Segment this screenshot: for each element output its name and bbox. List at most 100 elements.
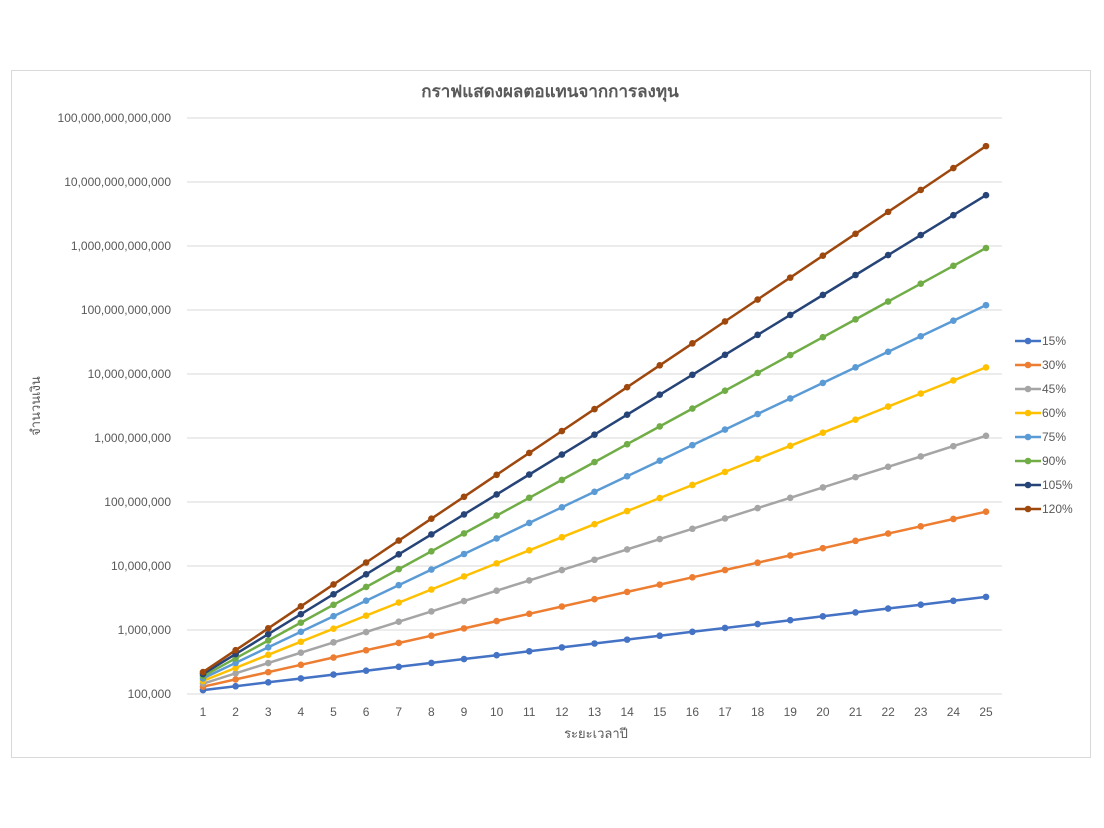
data-point	[199, 668, 207, 676]
data-point	[558, 644, 566, 651]
data-point	[982, 364, 990, 371]
x-axis-label: ระยะเวลาปี	[564, 726, 628, 741]
data-point	[460, 493, 468, 501]
series-30pct	[199, 508, 990, 691]
legend-label: 75%	[1042, 430, 1066, 444]
data-point	[917, 522, 925, 530]
data-point	[330, 671, 337, 678]
data-point	[591, 595, 598, 603]
data-point	[493, 587, 500, 595]
data-point	[754, 455, 761, 463]
data-point	[884, 348, 892, 356]
x-tick-label: 17	[718, 705, 732, 719]
x-tick-label: 7	[395, 705, 402, 719]
series-75pct	[199, 301, 990, 682]
data-point	[558, 603, 566, 610]
legend-item: 60%	[1015, 406, 1066, 420]
data-point	[689, 628, 696, 636]
data-point	[591, 488, 598, 496]
legend-item: 90%	[1015, 454, 1066, 468]
data-point	[623, 411, 631, 418]
data-point	[852, 473, 859, 481]
data-point	[297, 619, 305, 626]
data-point	[917, 186, 925, 194]
data-point	[460, 511, 468, 518]
data-point	[884, 403, 892, 410]
data-point	[689, 574, 696, 581]
y-tick-label: 1,000,000	[118, 623, 172, 637]
x-tick-label: 10	[490, 705, 504, 719]
data-point	[330, 581, 337, 588]
data-point	[330, 601, 337, 609]
data-point	[297, 638, 305, 646]
data-point	[819, 379, 827, 387]
legend-label: 90%	[1042, 454, 1066, 468]
data-point	[264, 644, 272, 651]
data-point	[264, 624, 272, 632]
data-point	[591, 458, 598, 466]
data-point	[525, 546, 533, 554]
x-tick-label: 19	[784, 705, 798, 719]
x-axis-ticks: 1 2 3 4 5 6 7 8 9 10 11 12 13 14 15 16 17 18 19 20 21 22 23 24 2…	[200, 705, 993, 719]
data-point	[558, 504, 566, 511]
data-point	[460, 530, 468, 537]
data-point	[558, 476, 566, 484]
y-tick-label: 100,000,000	[104, 495, 171, 509]
data-point	[982, 508, 990, 515]
data-point	[395, 565, 403, 573]
data-point	[786, 311, 794, 319]
x-tick-label: 14	[620, 705, 634, 719]
legend-item: 30%	[1015, 358, 1066, 372]
data-point	[493, 617, 500, 625]
data-point	[623, 546, 631, 553]
data-point	[362, 597, 370, 604]
data-point	[232, 682, 239, 690]
data-point	[395, 581, 403, 589]
series-120pct	[199, 142, 990, 676]
data-point	[884, 463, 892, 471]
data-point	[786, 351, 794, 359]
data-point	[297, 649, 305, 656]
data-point	[264, 637, 272, 644]
data-point	[525, 610, 533, 618]
data-point	[656, 423, 664, 430]
gridlines	[187, 117, 1002, 695]
data-point	[493, 535, 500, 542]
data-point	[852, 230, 859, 238]
data-point	[852, 416, 859, 423]
data-point	[884, 298, 892, 305]
data-point	[982, 301, 990, 309]
x-tick-label: 16	[686, 705, 700, 719]
data-point	[395, 639, 403, 647]
data-point	[558, 427, 566, 435]
data-point	[884, 605, 892, 612]
x-tick-label: 21	[849, 705, 863, 719]
data-point	[721, 387, 729, 395]
data-point	[852, 316, 859, 323]
data-point	[982, 191, 990, 199]
data-point	[754, 369, 761, 377]
data-point	[591, 640, 598, 647]
data-point	[558, 566, 566, 574]
data-point	[362, 570, 370, 578]
legend-label: 45%	[1042, 382, 1066, 396]
series-105pct	[199, 191, 990, 678]
data-point	[428, 531, 435, 538]
data-point	[786, 274, 794, 281]
data-point	[721, 566, 729, 574]
data-point	[754, 331, 761, 339]
data-point	[330, 625, 337, 632]
x-tick-label: 5	[330, 705, 337, 719]
data-point	[591, 520, 598, 528]
data-point	[786, 395, 794, 402]
legend-item: 45%	[1015, 382, 1066, 396]
legend-item: 75%	[1015, 430, 1066, 444]
data-point	[232, 664, 239, 672]
data-point	[819, 252, 827, 259]
data-point	[689, 441, 696, 449]
data-point	[623, 383, 631, 391]
x-tick-label: 13	[588, 705, 602, 719]
x-tick-label: 22	[881, 705, 895, 719]
y-axis-ticks: 100,000 1,000,000 10,000,000 100,000,000 1,0…	[58, 111, 172, 701]
data-point	[656, 632, 664, 640]
